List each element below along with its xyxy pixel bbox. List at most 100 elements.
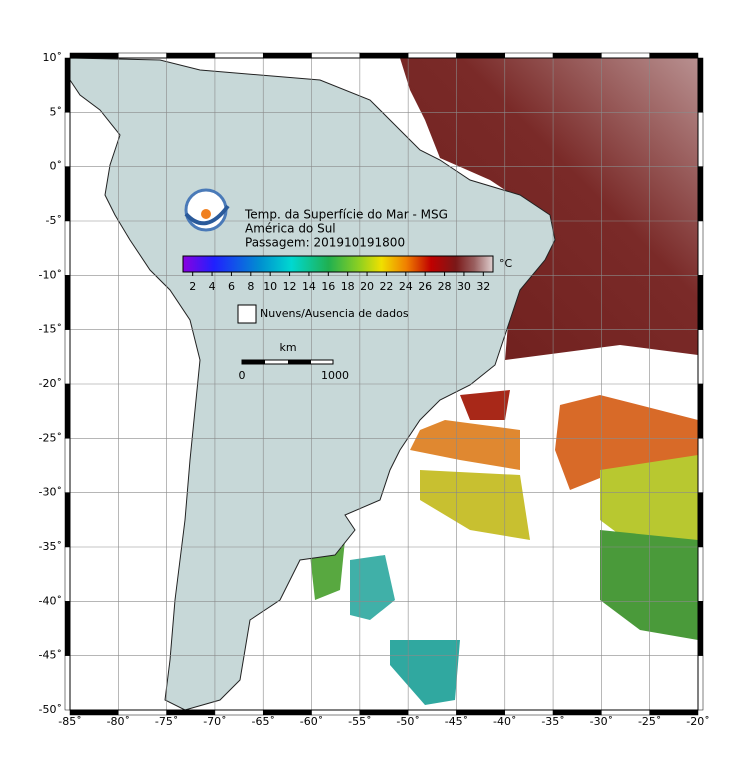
x-tick-label: -80˚ — [107, 715, 130, 728]
frame — [69, 57, 699, 711]
frame-segment — [504, 52, 554, 59]
x-tick-label: -25˚ — [638, 715, 661, 728]
logo — [184, 188, 230, 232]
frame-segment — [64, 166, 71, 222]
frame-segment — [118, 52, 167, 59]
frame-segment — [697, 655, 704, 711]
title-line: Passagem: 201910191800 — [245, 236, 405, 250]
frame-segment — [407, 52, 457, 59]
colorbar-tick-label: 28 — [438, 280, 452, 293]
x-tick-label: -70˚ — [203, 715, 226, 728]
x-tick-label: -85˚ — [58, 715, 81, 728]
colorbar-tick-label: 10 — [263, 280, 277, 293]
y-tick-label: -20˚ — [39, 377, 62, 390]
frame-segment — [697, 383, 704, 439]
frame-segment — [214, 52, 264, 59]
y-tick-label: 5˚ — [50, 105, 63, 118]
colorbar — [182, 255, 494, 273]
x-tick-label: -65˚ — [251, 715, 274, 728]
y-tick-label: 0˚ — [50, 160, 63, 173]
x-tick-label: -20˚ — [686, 715, 709, 728]
scale-bar — [241, 359, 334, 365]
colorbar-tick-label: 16 — [321, 280, 335, 293]
x-tick-label: -50˚ — [396, 715, 419, 728]
frame-segment — [697, 57, 704, 113]
x-tick-label: -60˚ — [300, 715, 323, 728]
y-tick-label: -5˚ — [46, 214, 62, 227]
map-area — [70, 58, 698, 710]
frame-segment — [64, 275, 71, 330]
x-tick-label: -40˚ — [493, 715, 516, 728]
y-tick-label: -45˚ — [39, 649, 62, 662]
colorbar-tick-label: 4 — [209, 280, 216, 293]
x-tick-label: -45˚ — [445, 715, 468, 728]
sst-orange — [410, 420, 520, 470]
colorbar-tick-label: 30 — [457, 280, 471, 293]
legend-box — [237, 304, 257, 324]
frame-segment — [697, 112, 704, 167]
y-tick-label: -50˚ — [39, 703, 62, 716]
frame-segment — [64, 492, 71, 548]
frame-segment — [697, 438, 704, 493]
colorbar-tick-label: 18 — [341, 280, 355, 293]
frame-segment — [64, 601, 71, 656]
x-tick-label: -35˚ — [541, 715, 564, 728]
frame-segment — [262, 52, 312, 59]
colorbar-tick-label: 12 — [283, 280, 297, 293]
frame-segment — [64, 57, 71, 113]
colorbar-tick-label: 24 — [399, 280, 413, 293]
colorbar-tick-label: 22 — [379, 280, 393, 293]
sst-teal — [390, 640, 460, 705]
scale-tick: 0 — [239, 369, 246, 382]
scale-tick: 1000 — [321, 369, 349, 382]
colorbar-unit: °C — [499, 257, 513, 270]
frame-segment — [64, 383, 71, 439]
frame-segment — [552, 52, 602, 59]
y-tick-label: -25˚ — [39, 431, 62, 444]
y-tick-label: -35˚ — [39, 540, 62, 553]
frame-segment — [166, 52, 216, 59]
sst-cyan — [350, 555, 395, 620]
frame-segment — [649, 52, 699, 59]
frame-segment — [601, 52, 650, 59]
x-tick-label: -30˚ — [590, 715, 613, 728]
scale-unit: km — [279, 341, 296, 354]
sst-red — [460, 390, 510, 420]
frame-segment — [64, 329, 71, 385]
frame-segment — [697, 546, 704, 602]
frame-segment — [456, 52, 506, 59]
y-tick-label: -40˚ — [39, 594, 62, 607]
frame-segment — [697, 329, 704, 385]
colorbar-tick-label: 2 — [189, 280, 196, 293]
frame-segment — [697, 275, 704, 330]
frame-segment — [697, 601, 704, 656]
frame-segment — [697, 220, 704, 276]
sst-orange — [555, 395, 698, 490]
colorbar-tick-label: 26 — [418, 280, 432, 293]
frame-segment — [64, 438, 71, 493]
legend-label: Nuvens/Ausencia de dados — [260, 307, 409, 320]
frame-segment — [64, 112, 71, 167]
sst-warm — [400, 58, 698, 360]
frame-segment — [64, 220, 71, 276]
frame-segment — [64, 546, 71, 602]
frame-segment — [311, 52, 361, 59]
sst-yellow — [420, 470, 530, 540]
x-tick-label: -75˚ — [155, 715, 178, 728]
y-tick-label: 10˚ — [43, 51, 63, 64]
colorbar-tick-label: 14 — [302, 280, 316, 293]
title-line: Temp. da Superfície do Mar - MSG — [244, 208, 448, 222]
y-tick-label: -10˚ — [39, 268, 62, 281]
colorbar-tick-label: 20 — [360, 280, 374, 293]
frame-segment — [69, 52, 119, 59]
frame-segment — [359, 52, 409, 59]
frame-segment — [64, 655, 71, 711]
y-tick-label: -15˚ — [39, 323, 62, 336]
title-line: América do Sul — [245, 222, 336, 236]
colorbar-tick-label: 6 — [228, 280, 235, 293]
grid — [70, 58, 698, 710]
colorbar-tick-label: 32 — [476, 280, 490, 293]
y-tick-label: -30˚ — [39, 486, 62, 499]
frame-segment — [697, 166, 704, 222]
